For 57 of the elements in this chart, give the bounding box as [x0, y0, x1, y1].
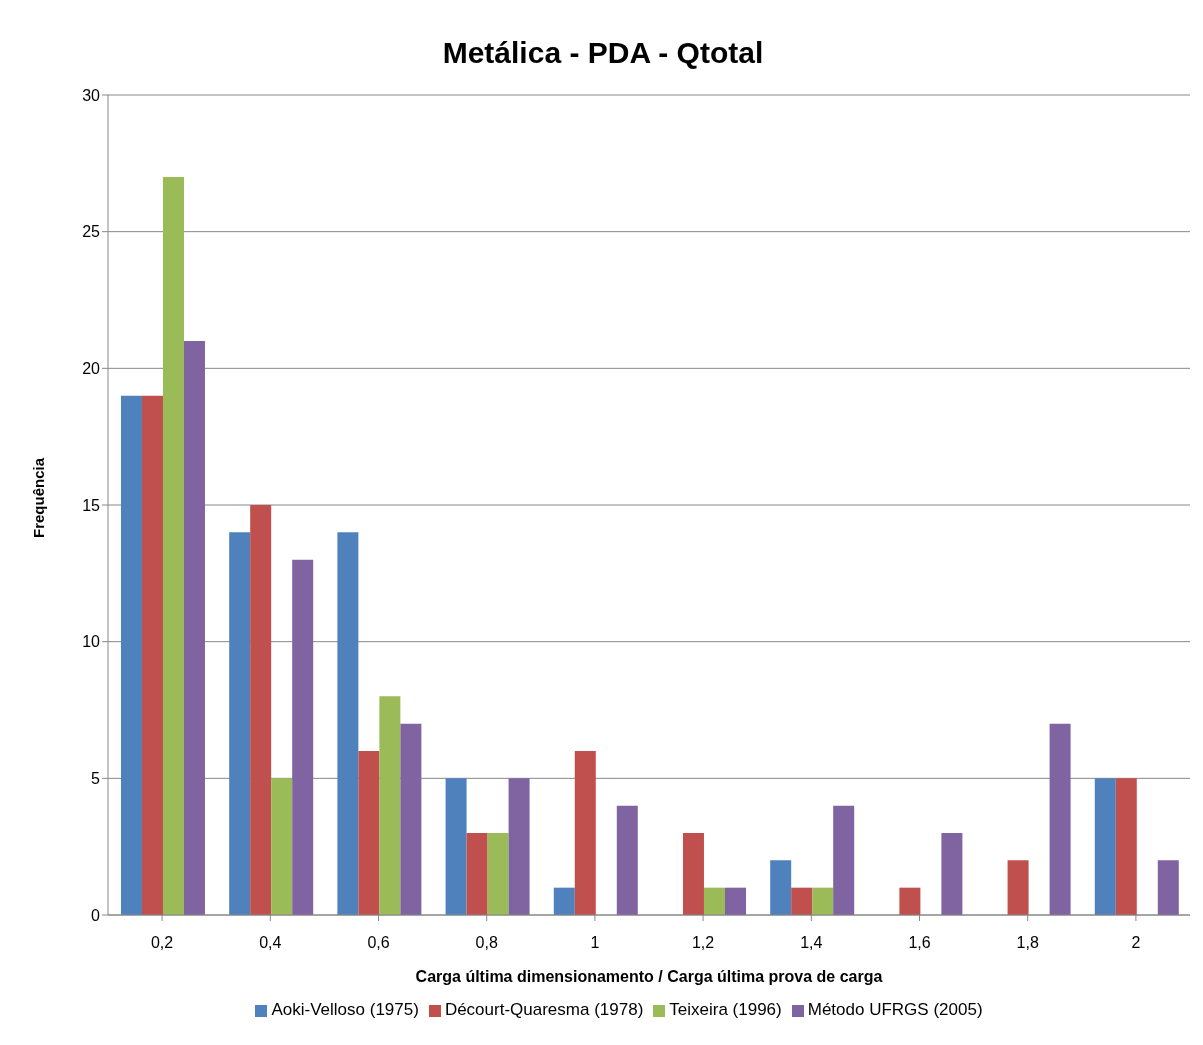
y-tick-label: 20: [82, 360, 101, 378]
bar: [791, 887, 813, 915]
y-tick-label: 30: [82, 86, 101, 104]
x-tick-label: 1,4: [800, 934, 823, 952]
bar: [1115, 778, 1137, 915]
legend-label: Teixeira (1996): [669, 1000, 782, 1019]
bar: [574, 751, 596, 915]
bar: [770, 860, 792, 915]
bar: [941, 833, 963, 915]
x-tick-label: 1,2: [691, 934, 715, 952]
bar: [703, 887, 725, 915]
x-tick-label: 1,6: [908, 934, 931, 952]
bar: [229, 532, 251, 915]
y-tick-label: 5: [91, 770, 101, 788]
bar: [1049, 723, 1071, 915]
bar: [183, 341, 205, 915]
bar: [162, 177, 184, 915]
bar: [724, 887, 746, 915]
bar: [682, 833, 704, 915]
bar: [508, 778, 530, 915]
bar: [445, 778, 467, 915]
legend-label: Método UFRGS (2005): [807, 1000, 983, 1019]
bar: [1094, 778, 1116, 915]
x-tick-label: 0,2: [150, 934, 174, 952]
x-tick-label: 1: [590, 934, 600, 952]
x-tick-label: 0,6: [367, 934, 390, 952]
y-tick-label: 15: [82, 496, 101, 514]
bar: [379, 696, 401, 915]
bar: [812, 887, 834, 915]
x-axis-title: Carga última dimensionamento / Carga última prova de carga: [415, 968, 883, 985]
x-tick-label: 2: [1131, 934, 1141, 952]
bar: [1007, 860, 1029, 915]
y-tick-label: 0: [91, 906, 101, 924]
x-tick-label: 0,4: [259, 934, 282, 952]
bar: [120, 395, 142, 915]
bar: [466, 833, 488, 915]
bar: [616, 805, 638, 915]
x-tick-label: 1,8: [1016, 934, 1039, 952]
bar: [292, 559, 314, 915]
bar: [250, 505, 272, 915]
bar: [400, 723, 422, 915]
bar: [141, 395, 163, 915]
bar: [487, 833, 509, 915]
bar: [271, 778, 293, 915]
bar: [358, 751, 380, 915]
bar: [833, 805, 855, 915]
bar: [337, 532, 359, 915]
bar: [553, 887, 575, 915]
y-tick-label: 10: [82, 633, 101, 651]
legend-label: Aoki-Velloso (1975): [271, 1000, 419, 1019]
bar: [1157, 860, 1179, 915]
y-axis-title: Frequência: [29, 457, 47, 539]
chart-title: Metálica - PDA - Qtotal: [441, 35, 765, 70]
legend-label: Décourt-Quaresma (1978): [444, 1000, 644, 1019]
x-tick-label: 0,8: [475, 934, 498, 952]
y-tick-label: 25: [82, 223, 101, 241]
bar: [899, 887, 921, 915]
